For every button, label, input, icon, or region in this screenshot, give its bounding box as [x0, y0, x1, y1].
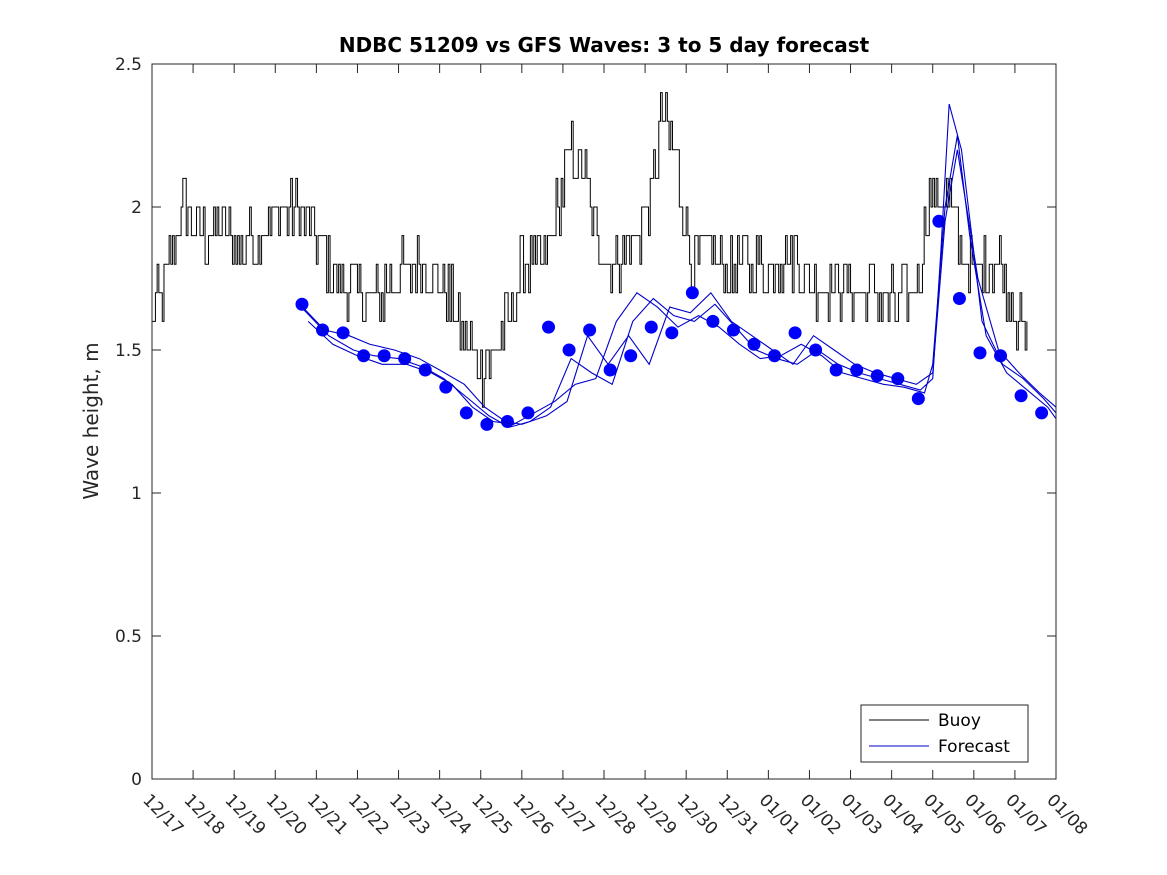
- buoy-line: [152, 92, 1028, 408]
- forecast-point: [542, 320, 556, 334]
- plot-area: [152, 64, 1056, 779]
- forecast-point: [788, 326, 802, 340]
- forecast-point: [706, 314, 720, 328]
- forecast-point: [644, 320, 658, 334]
- y-tick-label: 2.5: [115, 55, 142, 75]
- forecast-point: [911, 392, 925, 406]
- chart-title: NDBC 51209 vs GFS Waves: 3 to 5 day fore…: [339, 33, 870, 57]
- forecast-point: [521, 406, 535, 420]
- forecast-line-2: [299, 149, 1057, 425]
- forecast-point: [418, 363, 432, 377]
- legend-box: [860, 704, 1029, 763]
- y-axis-label: Wave height, m: [79, 342, 103, 499]
- forecast-point: [583, 323, 597, 337]
- forecast-point: [562, 343, 576, 357]
- y-tick-label: 1: [131, 484, 142, 504]
- legend-buoy-label: Buoy: [938, 711, 981, 731]
- forecast-point: [726, 323, 740, 337]
- forecast-point: [973, 346, 987, 360]
- forecast-point: [1014, 389, 1028, 403]
- y-tick-label: 2: [131, 198, 142, 218]
- forecast-point: [624, 349, 638, 363]
- forecast-point: [1035, 406, 1049, 420]
- forecast-point: [952, 292, 966, 306]
- forecast-point: [747, 337, 761, 351]
- forecast-point: [480, 417, 494, 431]
- forecast-point: [459, 406, 473, 420]
- forecast-point: [665, 326, 679, 340]
- forecast-point: [870, 369, 884, 383]
- y-tick-label: 0: [131, 770, 142, 790]
- forecast-point: [685, 286, 699, 300]
- forecast-point: [603, 363, 617, 377]
- forecast-point: [439, 380, 453, 394]
- forecast-line-4: [307, 135, 1057, 425]
- data-layer: [152, 92, 1057, 431]
- forecast-point: [377, 349, 391, 363]
- forecast-point: [336, 326, 350, 340]
- forecast-point: [829, 363, 843, 377]
- forecast-line-3: [303, 103, 1057, 428]
- y-tick-label: 1.5: [115, 341, 142, 361]
- legend: Buoy Forecast: [860, 704, 1029, 763]
- forecast-point: [295, 297, 309, 311]
- legend-forecast-label: Forecast: [938, 737, 1010, 757]
- y-tick-label: 0.5: [115, 627, 142, 647]
